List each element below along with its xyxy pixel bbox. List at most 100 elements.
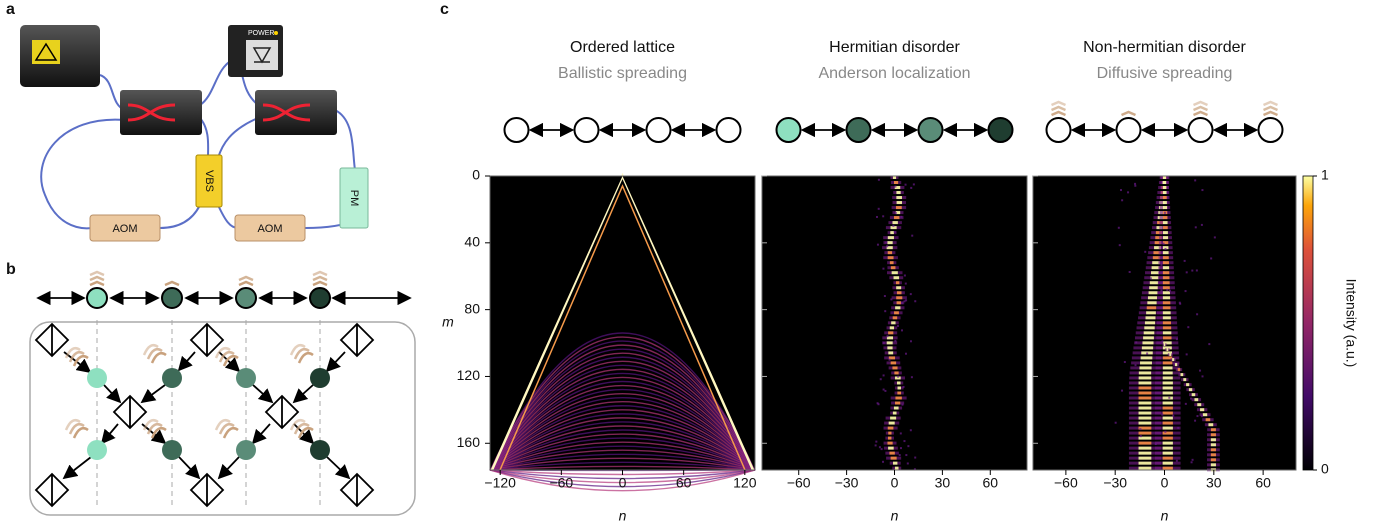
gain-chevron xyxy=(146,423,163,435)
link-arrow xyxy=(292,384,314,404)
intensity-cell xyxy=(892,411,897,415)
intensity-speck xyxy=(1134,184,1137,187)
intensity-speck xyxy=(903,440,906,443)
intensity-speck xyxy=(1121,199,1124,202)
lattice-site xyxy=(87,368,107,388)
x-axis-label: n xyxy=(619,508,627,524)
intensity-speck xyxy=(907,445,910,448)
intensity-speck xyxy=(882,215,885,218)
intensity-speck xyxy=(1146,352,1149,355)
x-tick-label: −60 xyxy=(549,475,573,491)
intensity-cell xyxy=(1154,241,1162,245)
intensity-cell xyxy=(1172,358,1175,362)
y-tick-label: 40 xyxy=(464,234,480,250)
intensity-speck xyxy=(1184,290,1187,293)
x-axis-label: n xyxy=(891,508,899,524)
intensity-cell xyxy=(888,351,894,355)
intensity-cell xyxy=(1197,403,1202,407)
intensity-speck xyxy=(909,429,912,432)
intensity-cell xyxy=(1163,343,1166,347)
intensity-cell xyxy=(1145,316,1156,320)
gain-chevron xyxy=(1263,100,1278,107)
gain-chevron xyxy=(1121,110,1136,117)
lattice-site xyxy=(309,287,331,309)
intensity-speck xyxy=(1191,458,1194,461)
lattice-site xyxy=(236,368,256,388)
intensity-cell xyxy=(1154,246,1161,250)
intensity-cell xyxy=(1138,406,1152,410)
intensity-cell xyxy=(1162,456,1173,460)
intensity-cell xyxy=(896,301,901,305)
component-label: AOM xyxy=(112,223,137,235)
gain-chevron xyxy=(222,355,239,367)
intensity-cell xyxy=(1166,348,1169,352)
intensity-speck xyxy=(904,282,907,285)
link-arrow xyxy=(177,351,196,372)
intensity-speck xyxy=(897,375,900,378)
intensity-cell xyxy=(1162,201,1167,205)
intensity-cell xyxy=(1152,256,1161,260)
intensity-speck xyxy=(910,186,913,189)
intensity-cell xyxy=(1191,393,1196,397)
interference-fringe xyxy=(489,405,756,471)
intensity-cell xyxy=(1148,291,1158,295)
intensity-cell xyxy=(1177,368,1181,372)
lattice-site xyxy=(162,440,182,460)
intensity-speck xyxy=(899,447,902,450)
interference-fringe xyxy=(489,429,756,471)
intensity-speck xyxy=(1134,182,1137,185)
intensity-speck xyxy=(1127,191,1130,194)
plot-title: Non-hermitian disorder xyxy=(1083,39,1246,56)
gain-chevron xyxy=(1051,100,1066,107)
intensity-cell xyxy=(894,371,899,375)
gain-chevron xyxy=(312,280,328,287)
intensity-speck xyxy=(894,185,897,188)
intensity-cell xyxy=(886,336,894,340)
intensity-cell xyxy=(1162,341,1172,345)
intensity-cell xyxy=(1162,376,1173,380)
intensity-cell xyxy=(888,421,895,425)
intensity-cell xyxy=(890,226,897,230)
intensity-speck xyxy=(901,403,904,406)
gain-chevron xyxy=(1263,110,1278,117)
intensity-cell xyxy=(1149,281,1159,285)
gain-chevron xyxy=(72,355,89,367)
intensity-speck xyxy=(1183,259,1186,262)
intensity-cell xyxy=(1162,221,1168,225)
intensity-cell xyxy=(1162,266,1170,270)
gain-chevron xyxy=(214,419,231,431)
intensity-cell xyxy=(1138,426,1152,430)
interference-fringe xyxy=(489,348,756,471)
intensity-cell xyxy=(887,236,894,240)
intensity-cell xyxy=(1147,301,1157,305)
intensity-map xyxy=(874,176,917,471)
intensity-speck xyxy=(1144,250,1147,253)
intensity-speck xyxy=(1134,364,1137,367)
intensity-speck xyxy=(1168,289,1171,292)
lattice-site xyxy=(162,368,182,388)
intensity-cell xyxy=(1143,336,1154,340)
lattice-site xyxy=(310,368,330,388)
intensity-cell xyxy=(1162,386,1173,390)
intensity-cell xyxy=(1210,463,1216,467)
intensity-cell xyxy=(1210,443,1216,447)
link-arrow xyxy=(326,456,351,480)
intensity-cell xyxy=(890,456,897,460)
intensity-cell xyxy=(1138,411,1152,415)
intensity-cell xyxy=(888,446,894,450)
intensity-speck xyxy=(882,341,885,344)
intensity-speck xyxy=(1160,263,1163,266)
intensity-cell xyxy=(1162,431,1173,435)
intensity-cell xyxy=(896,191,901,195)
intensity-speck xyxy=(896,324,899,327)
intensity-cell xyxy=(1162,366,1173,370)
intensity-cell xyxy=(886,246,893,250)
intensity-speck xyxy=(1201,415,1204,418)
intensity-cell xyxy=(1162,331,1172,335)
intensity-cell xyxy=(1162,251,1169,255)
link-arrow xyxy=(100,423,119,445)
intensity-cell xyxy=(894,311,899,315)
intensity-speck xyxy=(1139,435,1142,438)
intensity-speck xyxy=(1172,414,1175,417)
gain-chevron xyxy=(89,270,105,277)
